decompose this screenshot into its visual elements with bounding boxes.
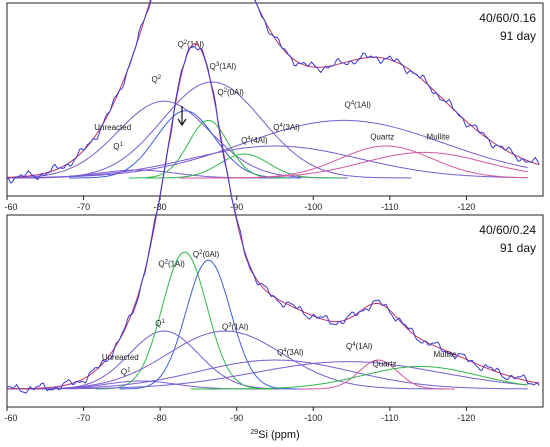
panel-top-component-curve <box>69 110 301 179</box>
panel-top-label-age: 91 day <box>500 29 536 43</box>
panel-top-component-curve <box>6 100 348 179</box>
x-axis-label-superscript: 29 <box>250 429 258 436</box>
x-tick-label: -70 <box>77 413 90 423</box>
panel-top-arrow <box>177 106 187 127</box>
x-tick-label: -90 <box>230 413 243 423</box>
x-tick-label: -110 <box>381 202 398 212</box>
panel-top-experimental-curve <box>6 0 540 184</box>
panel-top-x-ticks: -60 -70 -80 -90 -100 -110 -120 <box>4 196 475 212</box>
x-axis-label: 29Si (ppm) <box>250 429 299 441</box>
peak-annotation: Quartz <box>370 133 394 142</box>
peak-annotation: Q1 <box>121 368 131 377</box>
panel-bottom-component-curve <box>190 366 528 390</box>
panel-bottom-label-age: 91 day <box>500 241 536 255</box>
peak-annotation: Q2 <box>152 75 162 84</box>
peak-annotation: Q4(3Al) <box>277 348 304 357</box>
peak-annotation: Q1 <box>155 319 165 328</box>
x-tick-label: -90 <box>230 202 243 212</box>
x-tick-label: -100 <box>304 202 322 212</box>
panel-top-component-curve <box>128 119 288 179</box>
panel-top-component-curve <box>13 81 412 179</box>
peak-annotation: Quartz <box>372 360 396 369</box>
panel-bottom-component-curve <box>301 359 455 390</box>
panel-bottom-experimental-curve <box>6 46 540 394</box>
peak-annotation: Q4(4Al) <box>241 136 268 145</box>
panel-top-component-curve <box>7 119 528 179</box>
panel-bottom: 40/60/0.24 91 day Unreacted Q1 Q1 Q2(1Al) Q2… <box>4 43 544 423</box>
x-tick-label: -110 <box>381 413 398 423</box>
panel-top-label-sample: 40/60/0.16 <box>479 11 536 25</box>
panel-top-components <box>6 81 528 179</box>
panel-top: 40/60/0.16 91 day UnreactedQ1Q2Q2(1Al)Q3… <box>4 0 544 212</box>
x-tick-label: -60 <box>4 413 17 423</box>
peak-annotation: Q1 <box>113 142 123 151</box>
panel-bottom-label-sample: 40/60/0.24 <box>479 223 536 237</box>
panel-top-component-curve <box>146 153 342 179</box>
panel-bottom-component-curve <box>119 259 296 390</box>
panel-bottom-x-ticks: -60 -70 -80 -90 -100 -110 -120 <box>4 407 475 423</box>
panel-bottom-components <box>7 251 528 390</box>
panel-top-frame <box>6 2 544 197</box>
x-tick-label: -100 <box>304 413 322 423</box>
peak-annotation: Unreacted <box>102 353 139 362</box>
x-axis-label-text: Si (ppm) <box>258 429 300 441</box>
x-tick-label: -80 <box>154 202 167 212</box>
panel-bottom-component-curve <box>7 361 528 390</box>
panel-top-component-curve <box>7 145 528 179</box>
panel-bottom-component-curve <box>7 330 455 390</box>
panel-top-component-curve <box>179 151 528 179</box>
x-tick-label: -120 <box>457 413 475 423</box>
peak-annotation: Mullite <box>433 350 457 359</box>
peak-annotation: Mullite <box>427 133 451 142</box>
x-tick-label: -80 <box>154 413 167 423</box>
peak-annotation: Q2(0Al) <box>217 88 244 97</box>
peak-annotation: Q3(1Al) <box>222 322 249 331</box>
peak-annotation: Q3(1Al) <box>210 62 237 71</box>
peak-annotation: Unreacted <box>94 123 131 132</box>
panel-bottom-component-curve <box>7 359 528 390</box>
x-tick-label: -70 <box>77 202 90 212</box>
peak-annotation: Q4(1Al) <box>344 101 371 110</box>
x-tick-label: -60 <box>4 202 17 212</box>
peak-annotation: Q2(0Al) <box>193 250 220 259</box>
panel-bottom-fit-curve <box>6 43 540 390</box>
peak-annotation: Q4(1Al) <box>346 342 373 351</box>
panel-bottom-annotations: Unreacted Q1 Q1 Q2(1Al) Q2(0Al) Q3(1Al) Q4(3Al… <box>102 250 457 377</box>
panel-top-annotations: UnreactedQ1Q2Q2(1Al)Q3(1Al)Q2(0Al)Q4(4Al… <box>94 40 450 151</box>
peak-annotation: Q4(3Al) <box>273 123 300 132</box>
peak-annotation: Q2(1Al) <box>158 260 185 269</box>
x-tick-label: -120 <box>457 202 475 212</box>
